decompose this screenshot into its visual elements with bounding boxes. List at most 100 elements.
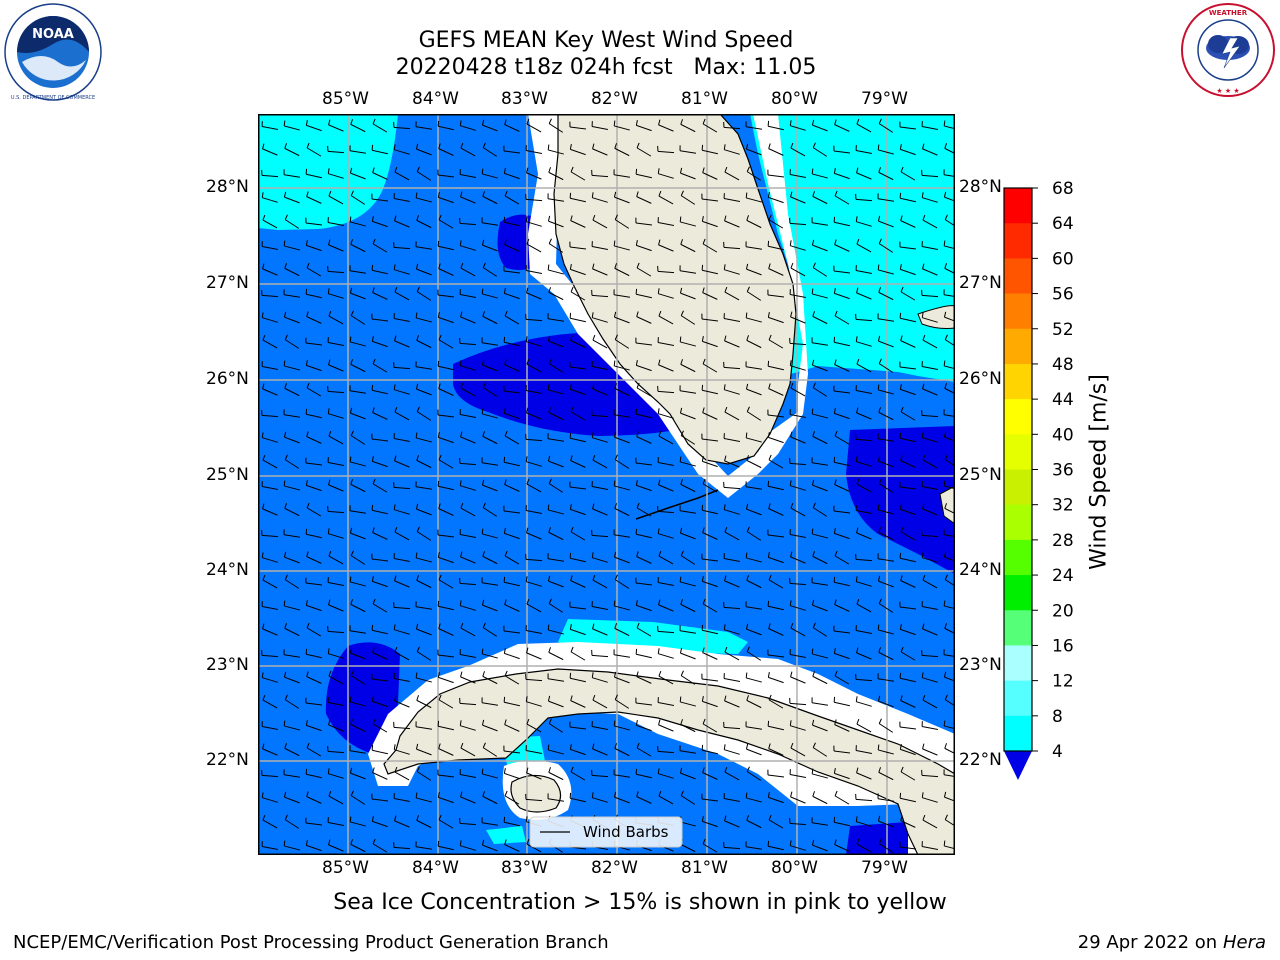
wind-barb — [745, 121, 763, 130]
wind-barb — [394, 815, 410, 828]
wind-barb — [635, 360, 652, 372]
wind-barb — [438, 383, 454, 396]
wind-barb — [460, 311, 476, 324]
florida-keys — [635, 489, 719, 520]
wind-barb — [481, 457, 499, 466]
wind-barb — [504, 479, 520, 492]
wind-barb — [636, 142, 652, 157]
wind-barb — [591, 721, 609, 730]
wind-barb — [261, 672, 278, 683]
wind-barb — [723, 361, 741, 370]
wind-barb — [460, 142, 476, 157]
wind-barb — [702, 838, 718, 853]
wind-barb — [812, 551, 828, 565]
wind-barb — [591, 529, 609, 538]
wind-barb — [921, 769, 939, 778]
wind-barb — [856, 287, 872, 300]
wind-barb — [482, 551, 498, 565]
wind-barb — [438, 334, 454, 349]
wind-barb — [701, 696, 718, 708]
wind-barb — [790, 191, 806, 204]
wind-barb — [547, 553, 565, 562]
wind-barb — [878, 598, 894, 613]
wind-barb — [790, 142, 806, 157]
wind-barb — [767, 360, 784, 371]
wind-barb — [900, 575, 916, 588]
wind-barb — [328, 550, 344, 565]
wind-barb — [393, 601, 411, 610]
wind-barb — [635, 577, 653, 586]
wind-barb — [261, 432, 278, 443]
wind-barb — [393, 841, 411, 850]
colorbar-tick-label: 64 — [1052, 214, 1074, 234]
wind-barb — [789, 480, 806, 491]
wind-barb — [636, 431, 652, 444]
wind-barb — [745, 841, 763, 850]
wind-barb — [921, 169, 939, 178]
wind-barb — [943, 769, 955, 778]
wind-barb — [833, 505, 851, 514]
wind-barb — [416, 815, 432, 829]
wind-barb — [922, 623, 938, 636]
wind-barb — [394, 766, 410, 781]
wind-barb — [481, 697, 499, 706]
wind-barb — [591, 552, 608, 563]
wind-barb — [811, 288, 828, 299]
wind-barb — [856, 838, 872, 853]
wind-barb — [570, 286, 586, 301]
wind-barb — [592, 574, 608, 589]
wind-barb — [350, 670, 366, 685]
lat-label: 26°N — [206, 369, 249, 389]
wind-barb — [526, 358, 542, 373]
wind-barb — [833, 576, 850, 587]
wind-barb — [811, 168, 828, 179]
wind-barb — [349, 216, 366, 227]
wind-barb — [415, 503, 432, 516]
wind-barb — [503, 576, 520, 587]
wind-barb — [305, 337, 323, 346]
wind-barb — [723, 313, 741, 322]
wind-barb — [878, 167, 894, 181]
wind-barb — [416, 646, 432, 661]
wind-barb — [679, 505, 697, 514]
wind-barb — [569, 481, 587, 490]
wind-barb — [877, 815, 894, 828]
wind-barb — [811, 719, 828, 732]
wind-barb — [460, 382, 476, 397]
wind-barb — [856, 527, 872, 540]
wind-barb — [812, 142, 828, 157]
wind-barb — [723, 841, 741, 850]
wind-barb — [371, 144, 388, 155]
wind-barb — [415, 792, 432, 803]
wind-barb — [636, 502, 652, 517]
wind-barb — [459, 217, 477, 226]
wind-barb — [393, 193, 411, 202]
wind-barb — [437, 600, 454, 611]
wind-barb — [833, 265, 851, 274]
wind-barb — [548, 238, 564, 253]
wind-barb — [723, 504, 740, 515]
wind-barb — [371, 673, 389, 682]
wind-barb — [262, 503, 278, 516]
wind-barb — [372, 527, 388, 540]
wind-barb — [635, 457, 653, 466]
wind-barb — [459, 817, 477, 826]
wind-barb — [481, 168, 498, 179]
wind-barb — [482, 262, 498, 277]
wind-barb — [877, 264, 894, 275]
wind-barb — [899, 624, 916, 636]
wind-barb — [812, 622, 828, 637]
wind-barb — [745, 623, 762, 636]
wind-barb — [393, 624, 410, 635]
wind-barb — [459, 600, 476, 611]
wind-barb — [482, 142, 498, 157]
lon-label: 82°W — [591, 89, 638, 109]
wind-barb — [482, 382, 498, 397]
wind-barb — [415, 121, 433, 130]
wind-barb — [834, 599, 850, 612]
wind-barb — [526, 287, 542, 300]
wind-barb — [415, 241, 433, 250]
wind-barb — [635, 480, 652, 492]
colorbar-cell — [1004, 645, 1032, 682]
wind-barb — [548, 718, 564, 733]
